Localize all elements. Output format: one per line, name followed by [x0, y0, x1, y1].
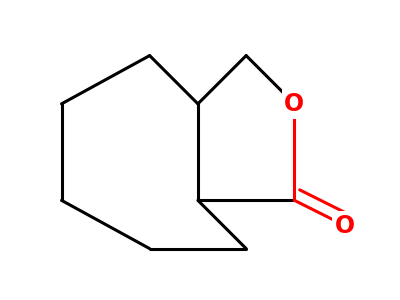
Text: O: O — [284, 92, 304, 116]
Text: O: O — [335, 214, 355, 238]
